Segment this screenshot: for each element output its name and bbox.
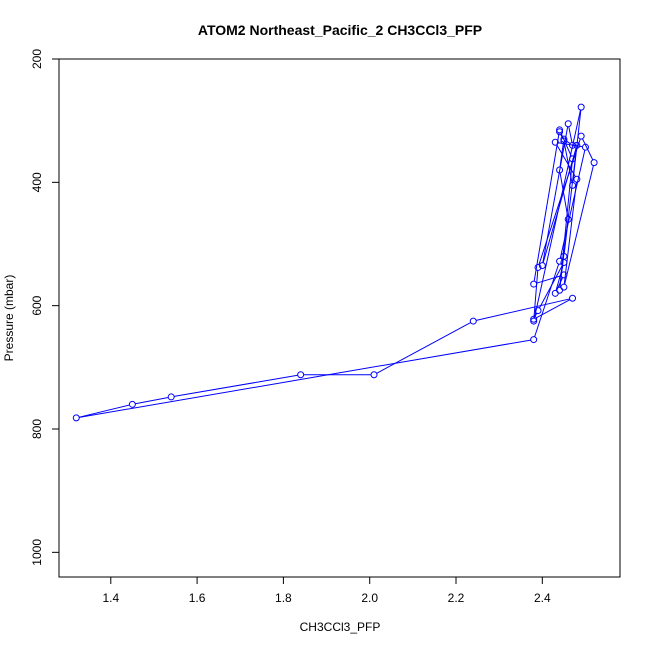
data-point xyxy=(469,317,477,325)
y-tick-label: 400 xyxy=(30,172,44,192)
series-line-segment xyxy=(568,126,573,143)
series-line-segment xyxy=(174,374,298,397)
series-line-segment xyxy=(536,275,562,284)
x-tick-label: 1.8 xyxy=(275,591,292,605)
data-point xyxy=(556,166,564,174)
data-point xyxy=(560,259,568,266)
chart-title: ATOM2 Northeast_Pacific_2 CH3CCl3_PFP xyxy=(198,22,482,38)
data-point xyxy=(569,141,577,149)
series-line-segment xyxy=(560,134,564,139)
data-point xyxy=(560,271,568,279)
data-point xyxy=(581,143,589,151)
data-point xyxy=(530,317,538,325)
data-point xyxy=(530,315,538,323)
data-point xyxy=(534,263,542,271)
data-point xyxy=(370,371,378,379)
y-tick-label: 800 xyxy=(30,419,44,439)
series-line-segment xyxy=(559,172,569,217)
series-line-segment xyxy=(538,138,581,265)
data-point xyxy=(167,393,175,401)
series-line-segment xyxy=(555,265,564,291)
series-line-segment xyxy=(135,397,169,405)
series-line-segment xyxy=(476,298,570,321)
data-point xyxy=(538,262,546,270)
x-axis: 1.4 1.6 1.8 2.0 2.2 2.4 xyxy=(102,576,551,605)
data-point xyxy=(530,280,538,288)
data-point xyxy=(556,257,564,265)
data-point xyxy=(530,336,538,344)
data-point xyxy=(590,159,598,167)
data-point xyxy=(577,132,585,140)
y-tick-label: 1000 xyxy=(30,539,44,566)
y-axis-label: Pressure (mbar) xyxy=(2,275,16,362)
x-tick-label: 1.4 xyxy=(102,591,119,605)
data-point xyxy=(564,120,572,128)
series-line-segment xyxy=(564,165,594,285)
data-point xyxy=(560,137,568,145)
x-tick-label: 2.2 xyxy=(448,591,465,605)
data-point xyxy=(556,128,564,136)
x-axis-label: CH3CCl3_PFP xyxy=(300,620,381,634)
series-line-segment xyxy=(376,322,471,374)
data-point xyxy=(72,414,80,422)
data-point xyxy=(551,289,559,297)
series-line-segment xyxy=(533,109,581,319)
y-axis: 200 400 600 800 1000 xyxy=(30,49,60,566)
series-line-segment xyxy=(559,149,586,259)
series-line-segment xyxy=(563,182,577,285)
series-line-segment xyxy=(563,143,573,183)
data-point xyxy=(551,138,559,146)
data-point xyxy=(560,283,568,291)
series-line-segment xyxy=(534,263,560,337)
data-point xyxy=(569,181,577,189)
x-tick-label: 2.4 xyxy=(534,591,551,605)
data-point xyxy=(564,215,572,223)
series-layer xyxy=(72,103,598,422)
data-point xyxy=(556,126,564,134)
x-tick-label: 1.6 xyxy=(189,591,206,605)
series-line-segment xyxy=(572,110,582,183)
series-line-segment xyxy=(533,132,560,282)
series-line-segment xyxy=(79,339,531,418)
y-tick-label: 200 xyxy=(30,49,44,69)
series-line-segment xyxy=(556,144,576,177)
y-tick-label: 600 xyxy=(30,295,44,315)
series-line-segment xyxy=(79,404,130,418)
data-point xyxy=(569,294,577,302)
data-point xyxy=(560,135,568,143)
data-point xyxy=(573,175,581,183)
data-point xyxy=(573,141,581,149)
data-point xyxy=(569,155,577,163)
data-point xyxy=(577,103,585,111)
x-tick-label: 2.0 xyxy=(361,591,378,605)
data-point xyxy=(297,371,305,379)
data-point xyxy=(128,400,136,408)
data-point xyxy=(534,307,542,315)
